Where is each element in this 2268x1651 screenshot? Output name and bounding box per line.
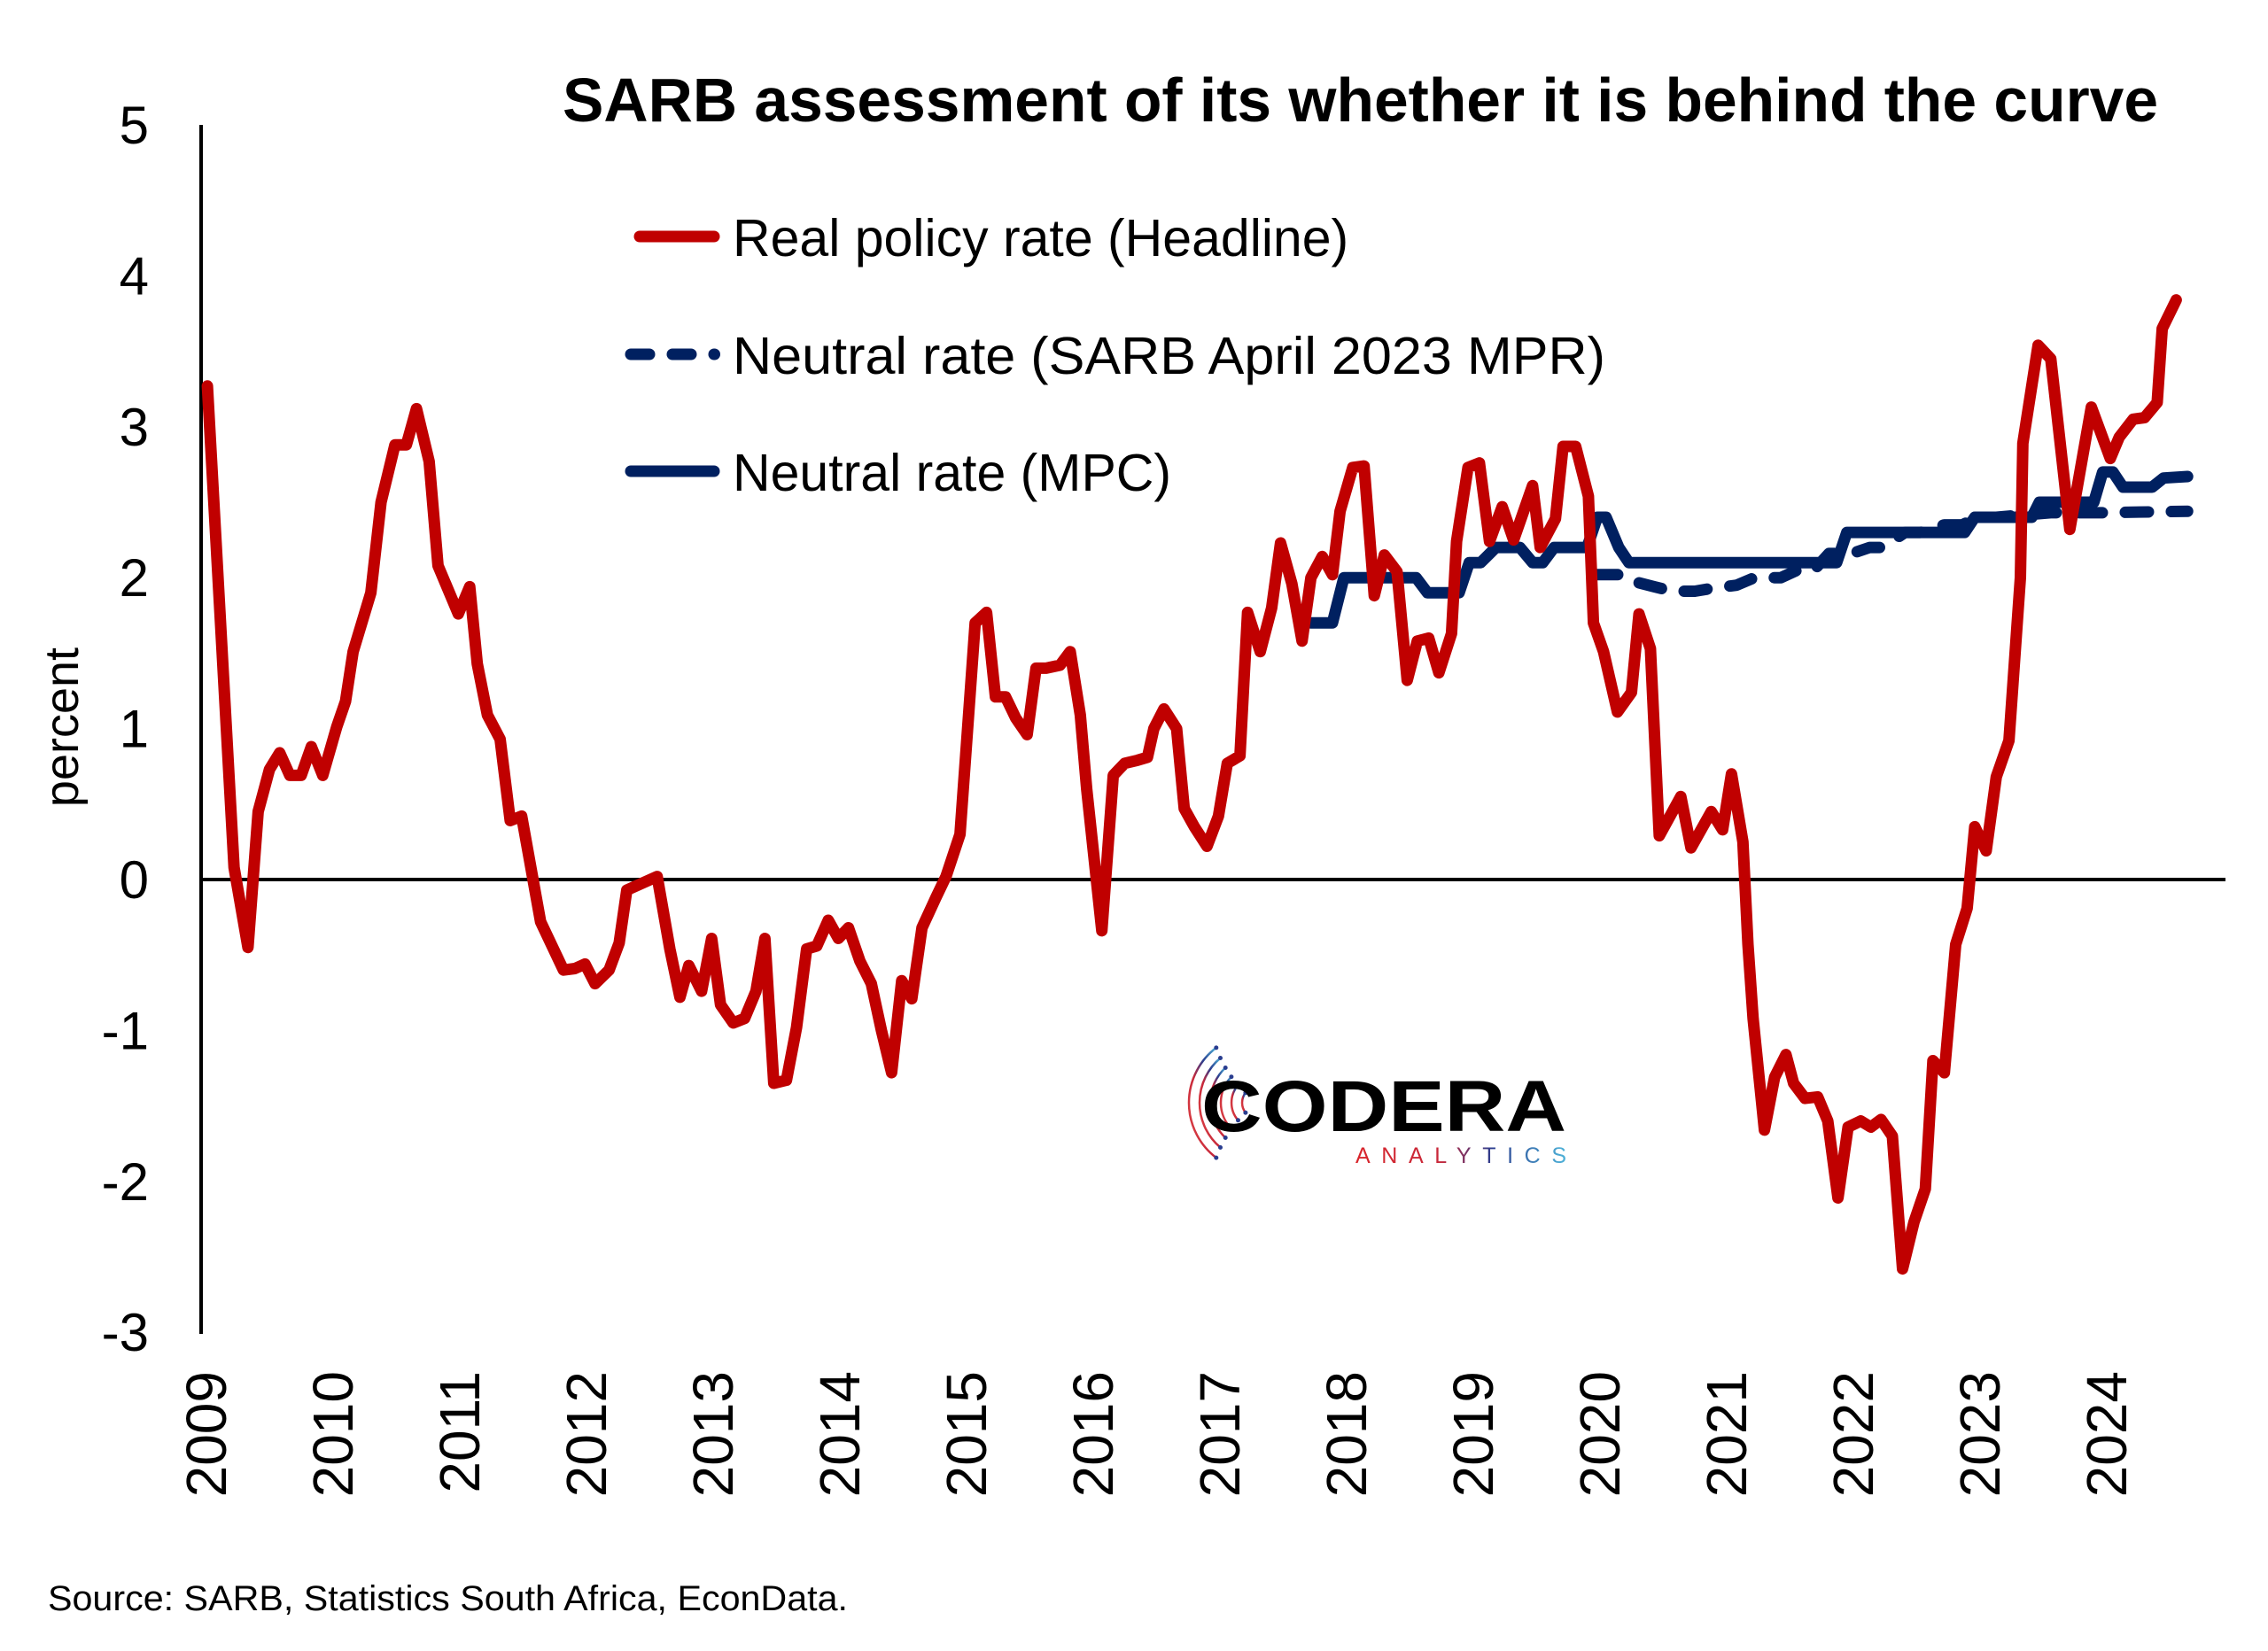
x-tick-label: 2020 xyxy=(1568,1371,1632,1497)
x-tick-label: 2018 xyxy=(1315,1371,1379,1497)
logo-node xyxy=(1214,1155,1219,1160)
y-tick-label: 0 xyxy=(120,850,149,910)
y-axis-tick-labels: 5 4 3 2 1 0 -1 -2 -3 xyxy=(102,96,149,1362)
logo-arc xyxy=(1230,1084,1239,1121)
x-tick-label: 2022 xyxy=(1821,1371,1885,1497)
legend-item-neutral-mpr[interactable]: Neutral rate (SARB April 2023 MPR) xyxy=(625,327,1605,385)
x-tick-label: 2016 xyxy=(1061,1371,1125,1497)
x-tick-label: 2024 xyxy=(2075,1371,2139,1497)
y-axis-title: percent xyxy=(35,647,89,807)
x-tick-label: 2014 xyxy=(808,1371,872,1497)
legend-label-neutral-mpc: Neutral rate (MPC) xyxy=(733,444,1171,502)
x-tick-label: 2023 xyxy=(1948,1371,2012,1497)
y-tick-label: -1 xyxy=(102,1001,149,1060)
series-line-real-policy-rate-headline xyxy=(201,294,2182,1275)
y-tick-label: 1 xyxy=(120,700,149,759)
x-tick-label: 2015 xyxy=(935,1371,998,1497)
logo-node xyxy=(1236,1118,1240,1123)
logo-node xyxy=(1243,1110,1248,1115)
logo-node xyxy=(1214,1045,1219,1050)
y-tick-label: 2 xyxy=(120,548,149,608)
logo-node xyxy=(1223,1066,1228,1070)
x-tick-label: 2011 xyxy=(428,1371,492,1493)
y-tick-label: -3 xyxy=(102,1303,149,1362)
series-layer xyxy=(201,294,2194,1275)
logo-node xyxy=(1223,1136,1228,1140)
logo-arc xyxy=(1208,1066,1227,1139)
x-tick-label: 2009 xyxy=(175,1371,238,1497)
y-tick-label: 3 xyxy=(120,398,149,457)
legend-item-real-rate[interactable]: Real policy rate (Headline) xyxy=(633,209,1348,267)
y-tick-label: -2 xyxy=(102,1152,149,1212)
logo-arc xyxy=(1219,1075,1232,1130)
x-axis-tick-labels: 2009 2010 2011 2012 2013 2014 2015 2016 2017 2018… xyxy=(175,1371,2139,1497)
logo-node xyxy=(1243,1090,1248,1096)
legend: Real policy rate (Headline) Neutral rate… xyxy=(625,209,1605,502)
logo-node xyxy=(1218,1056,1223,1060)
x-tick-label: 2019 xyxy=(1441,1371,1505,1497)
y-tick-label: 5 xyxy=(120,96,149,155)
legend-label-neutral-mpr: Neutral rate (SARB April 2023 MPR) xyxy=(733,327,1605,385)
legend-item-neutral-mpc[interactable]: Neutral rate (MPC) xyxy=(625,444,1171,502)
codera-logo: CODERA ANALYTICS xyxy=(1187,1045,1566,1168)
x-tick-label: 2010 xyxy=(301,1371,365,1497)
logo-node xyxy=(1236,1082,1240,1088)
source-note: Source: SARB, Statistics South Africa, E… xyxy=(48,1579,848,1618)
logo-wordmark: CODERA xyxy=(1201,1066,1566,1147)
logo-tagline: ANALYTICS xyxy=(1355,1143,1566,1168)
logo-arc xyxy=(1198,1057,1222,1149)
y-tick-label: 4 xyxy=(120,246,149,306)
x-tick-label: 2017 xyxy=(1188,1371,1252,1497)
x-tick-label: 2013 xyxy=(681,1371,745,1497)
legend-label-real-rate: Real policy rate (Headline) xyxy=(733,209,1348,267)
logo-node xyxy=(1218,1145,1223,1150)
logo-circuit-icon xyxy=(1187,1045,1248,1160)
logo-node xyxy=(1229,1126,1234,1131)
x-tick-label: 2012 xyxy=(555,1371,618,1497)
logo-node xyxy=(1229,1074,1234,1080)
x-tick-label: 2021 xyxy=(1695,1371,1759,1497)
chart-title: SARB assessment of its whether it is beh… xyxy=(563,66,2158,135)
logo-arc xyxy=(1187,1046,1217,1159)
